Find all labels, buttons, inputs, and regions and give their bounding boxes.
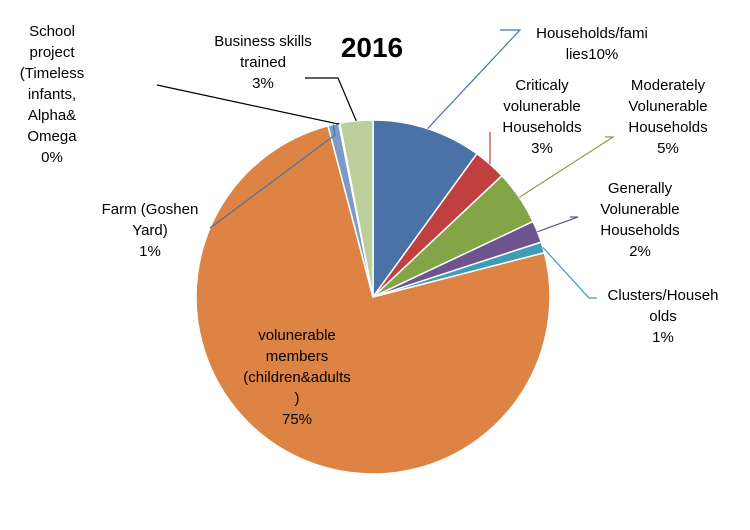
data-label-line: 3%	[252, 75, 274, 92]
data-label: Farm (Goshen Yard) 1%	[102, 201, 199, 260]
data-label-line: 5%	[657, 140, 679, 157]
chart-title: 2016	[341, 32, 403, 63]
data-label-line: Moderately	[631, 77, 706, 94]
data-label: Households/fami lies10%	[536, 25, 648, 63]
data-label-line: olds	[649, 308, 677, 325]
pie-slice	[372, 119, 478, 300]
data-label-line: Business skills	[214, 33, 312, 50]
data-label-line: Volunerable	[600, 201, 679, 218]
data-labels: Households/fami lies10% Criticaly volunerab…	[20, 23, 719, 428]
data-label-line: project	[29, 44, 75, 61]
leader-line	[518, 136, 616, 198]
leader-line	[537, 216, 579, 233]
data-label: Criticaly volunerable Households 3%	[502, 77, 581, 157]
data-label-line: )	[295, 390, 300, 407]
data-label-line: 2%	[629, 243, 651, 260]
data-label: School project (Timeless infants, Alpha& Omeg…	[20, 23, 84, 166]
data-label-line: Omega	[27, 128, 77, 145]
pie-slices	[195, 119, 551, 475]
data-label: Generally Volunerable Households 2%	[600, 180, 679, 260]
data-label-line: volunerable	[503, 98, 581, 115]
data-label-line: (children&adults	[243, 369, 351, 386]
data-label-line: (Timeless	[20, 65, 84, 82]
data-label-line: 75%	[282, 411, 312, 428]
data-label-line: Farm (Goshen	[102, 201, 199, 218]
data-label-line: Criticaly	[515, 77, 569, 94]
data-label-line: 1%	[139, 243, 161, 260]
data-label-line: School	[29, 23, 75, 40]
leader-line	[156, 84, 340, 125]
data-label-line: Households	[600, 222, 679, 239]
data-label-line: Alpha&	[28, 107, 76, 124]
leader-line	[209, 124, 336, 229]
data-label: volunerable members (children&adults) 75%	[243, 327, 351, 428]
data-label: Clusters/Househ olds 1%	[608, 287, 719, 346]
leader-lines	[156, 29, 616, 299]
data-label-line: Households	[502, 119, 581, 136]
data-label-line: Volunerable	[628, 98, 707, 115]
data-label-line: 3%	[531, 140, 553, 157]
data-label-line: Generally	[608, 180, 673, 197]
data-label-line: lies10%	[566, 46, 619, 63]
data-label-line: infants,	[28, 86, 76, 103]
data-label-line: 1%	[652, 329, 674, 346]
data-label-line: Yard)	[132, 222, 168, 239]
data-label: Business skills trained 3%	[214, 33, 312, 92]
data-label: Moderately Volunerable Households 5%	[628, 77, 707, 157]
data-label-line: trained	[240, 54, 286, 71]
pie-slice	[195, 124, 551, 475]
data-label-line: volunerable	[258, 327, 336, 344]
data-label-line: 0%	[41, 149, 63, 166]
data-label-line: Households	[628, 119, 707, 136]
leader-line	[305, 77, 357, 122]
data-label-line: Households/fami	[536, 25, 648, 42]
data-label-line: members	[266, 348, 329, 365]
leader-line	[427, 29, 522, 130]
leader-line	[542, 246, 597, 299]
data-label-line: Clusters/Househ	[608, 287, 719, 304]
